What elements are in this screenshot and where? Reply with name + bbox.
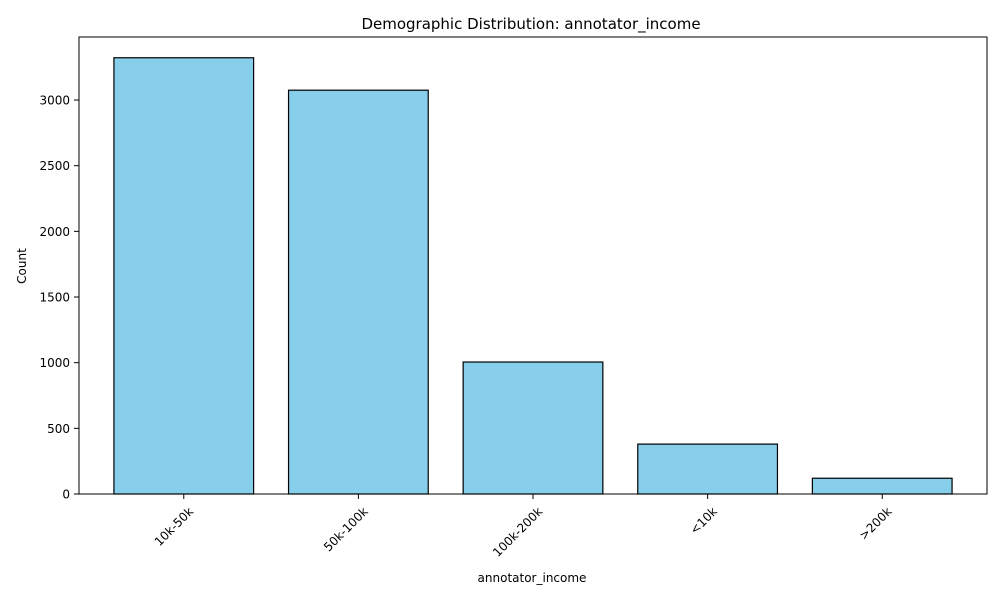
bar-0	[113, 57, 255, 495]
x-tick-label-4: >200k	[856, 504, 894, 542]
y-tick-label-3: 1500	[39, 291, 70, 305]
x-tick-label-1: 50k-100k	[321, 504, 371, 554]
y-tick-label-2: 1000	[39, 356, 70, 370]
x-axis-label: annotator_income	[478, 571, 587, 585]
bar-4	[811, 477, 953, 495]
chart-title: Demographic Distribution: annotator_inco…	[361, 15, 700, 34]
bar-1	[287, 89, 429, 495]
x-tick-label-0: 10k-50k	[152, 504, 196, 548]
plot-area	[78, 36, 988, 495]
y-axis-label: Count	[15, 248, 29, 284]
y-tick-label-6: 3000	[39, 94, 70, 108]
bar-2	[462, 361, 604, 495]
x-axis: 10k-50k 50k-100k 100k-200k <10k >200k	[152, 494, 895, 560]
x-tick-label-2: 100k-200k	[490, 504, 545, 559]
x-tick-label-3: <10k	[687, 504, 720, 537]
y-tick-label-0: 0	[62, 488, 70, 502]
y-axis: 0 500 1000 1500 2000 2500 3000	[39, 94, 79, 502]
y-tick-label-4: 2000	[39, 225, 70, 239]
bar-3	[637, 443, 779, 495]
y-tick-label-1: 500	[47, 422, 70, 436]
y-tick-label-5: 2500	[39, 159, 70, 173]
